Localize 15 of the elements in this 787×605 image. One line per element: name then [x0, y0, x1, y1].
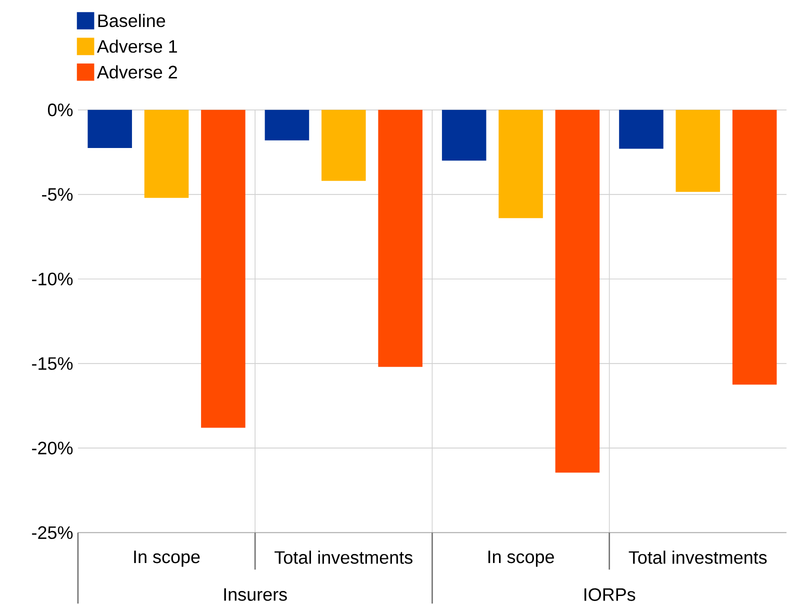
legend-label: Baseline	[98, 14, 166, 27]
y-tick-label: -10%	[32, 272, 73, 286]
legend-label: Adverse 1	[96, 39, 177, 53]
y-tick-label: -5%	[42, 188, 73, 201]
text: Insurers	[224, 588, 287, 601]
text: IORPs	[584, 588, 636, 601]
x-tick-label: In scope	[488, 550, 554, 567]
y-tick-label: 0%	[48, 103, 73, 116]
y-tick-label: -25%	[32, 526, 73, 539]
x-tick-label: Total investments	[628, 550, 767, 564]
y-tick-label: -15%	[32, 357, 73, 370]
x-tick-label: Total investments	[274, 550, 412, 564]
y-tick-label: -20%	[32, 442, 73, 454]
legend-label: Adverse 2	[96, 65, 177, 78]
x-tick-label: In scope	[134, 550, 200, 567]
